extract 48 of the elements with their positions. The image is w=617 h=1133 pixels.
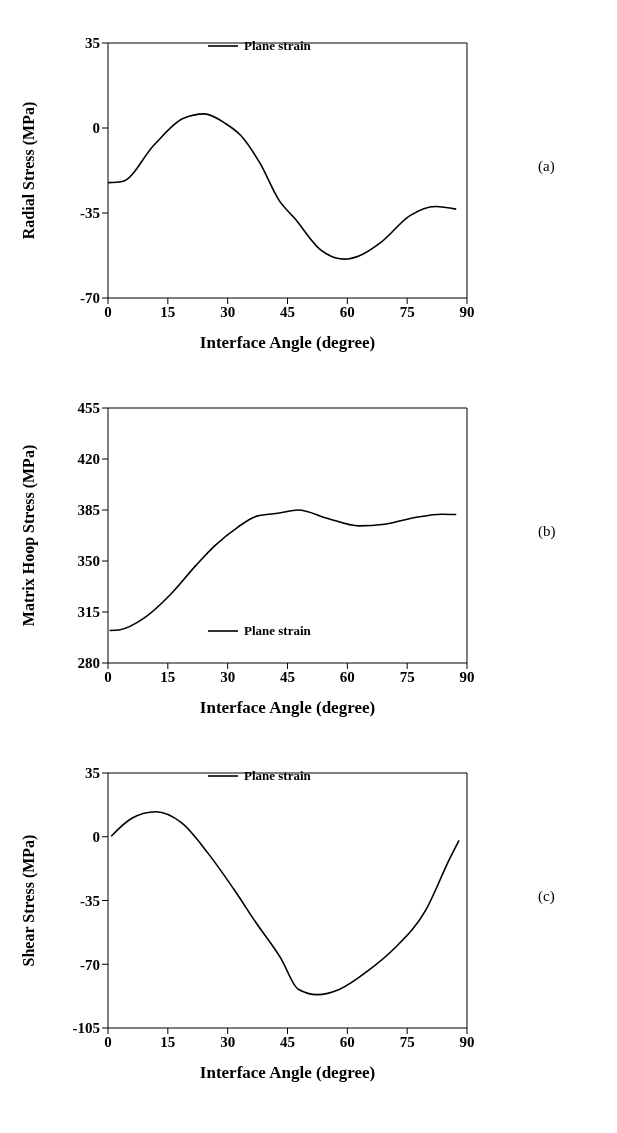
- y-tick-label: 350: [77, 553, 100, 570]
- x-tick-label: 30: [220, 1033, 236, 1050]
- x-tick-label: 15: [160, 1033, 176, 1050]
- x-tick-label: 75: [399, 1033, 415, 1050]
- legend-label: Plane strain: [244, 623, 311, 639]
- text: (c): [538, 888, 555, 905]
- legend-label: Plane strain: [244, 768, 311, 784]
- x-tick-label: 90: [459, 303, 475, 320]
- x-tick-label: 60: [339, 303, 355, 320]
- y-tick-label: -35: [80, 205, 100, 222]
- x-tick-label: 0: [104, 1033, 112, 1050]
- y-axis-title: Radial Stress (MPa): [19, 101, 38, 240]
- y-tick-label: 455: [77, 400, 100, 417]
- legend-label: Plane strain: [244, 38, 311, 54]
- y-tick-label: 35: [85, 35, 100, 52]
- y-tick-label: -105: [72, 1020, 100, 1037]
- x-tick-label: 60: [339, 668, 355, 685]
- x-tick-label: 15: [160, 668, 176, 685]
- x-tick-label: 15: [160, 303, 176, 320]
- x-axis-title: Interface Angle (degree): [199, 333, 376, 352]
- y-tick-label: 280: [77, 655, 100, 672]
- y-tick-label: -70: [80, 956, 100, 973]
- y-tick-label: -35: [80, 892, 100, 909]
- x-tick-label: 75: [399, 668, 415, 685]
- y-tick-label: 420: [77, 451, 100, 468]
- y-axis-title: Shear Stress (MPa): [19, 834, 38, 967]
- y-tick-label: 315: [77, 604, 100, 621]
- x-tick-label: 75: [399, 303, 415, 320]
- text: (a): [538, 158, 555, 175]
- text: (b): [538, 523, 556, 540]
- x-tick-label: 30: [220, 668, 236, 685]
- x-tick-label: 90: [459, 1033, 475, 1050]
- x-tick-label: 0: [104, 303, 112, 320]
- x-tick-label: 45: [280, 668, 295, 685]
- y-tick-label: 35: [85, 765, 100, 782]
- y-axis-title: Matrix Hoop Stress (MPa): [19, 444, 38, 627]
- x-tick-label: 30: [220, 303, 236, 320]
- x-axis-title: Interface Angle (degree): [199, 1063, 376, 1082]
- x-tick-label: 45: [280, 303, 295, 320]
- y-tick-label: 0: [92, 829, 100, 846]
- y-tick-label: 385: [77, 502, 100, 519]
- x-tick-label: 90: [459, 668, 475, 685]
- x-tick-label: 45: [280, 1033, 295, 1050]
- x-axis-title: Interface Angle (degree): [199, 698, 376, 717]
- x-tick-label: 0: [104, 668, 112, 685]
- x-tick-label: 60: [339, 1033, 355, 1050]
- y-tick-label: -70: [80, 290, 100, 307]
- y-tick-label: 0: [92, 120, 100, 137]
